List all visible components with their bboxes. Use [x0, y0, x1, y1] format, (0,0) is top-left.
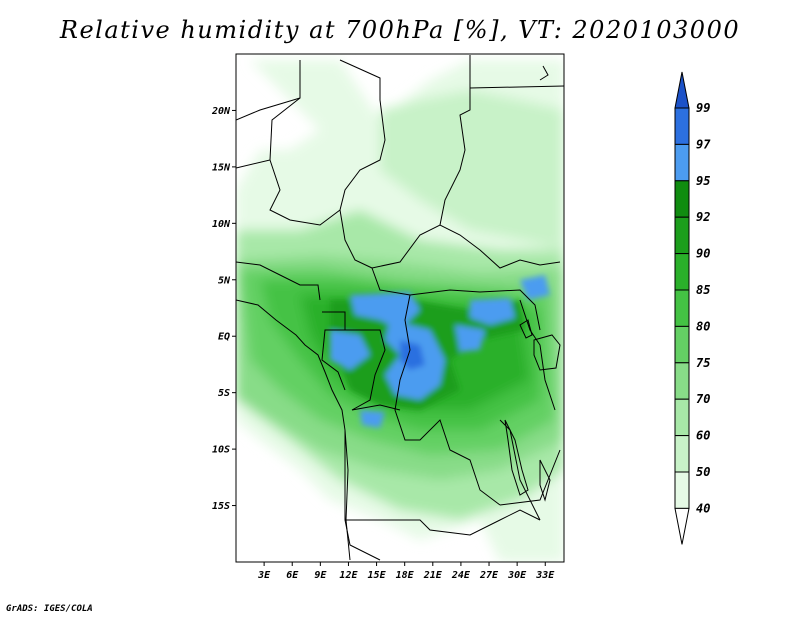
colorbar-label: 60 — [696, 429, 710, 443]
grads-credit: GrADS: IGES/COLA — [6, 604, 93, 614]
colorbar: 99 97 95 92 90 85 80 75 70 60 50 40 — [674, 71, 711, 545]
lon-tick-label: 24E — [451, 570, 471, 581]
coastlines-lakes — [236, 65, 561, 561]
lon-tick-label: 33E — [535, 570, 555, 581]
colorbar-label: 99 — [696, 101, 710, 115]
lon-tick-label: 6E — [286, 570, 299, 581]
lon-tick-label: 3E — [257, 570, 271, 581]
lat-tick-label: EQ — [218, 332, 230, 343]
lon-tick-label: 21E — [423, 570, 443, 581]
colorbar-box — [674, 435, 690, 473]
colorbar-label: 90 — [696, 247, 710, 261]
colorbar-label: 80 — [696, 319, 710, 333]
colorbar-box — [674, 471, 690, 509]
lon-tick-label: 15E — [368, 570, 387, 581]
colorbar-box — [674, 362, 690, 400]
colorbar-box — [674, 325, 690, 364]
colorbar-box — [674, 253, 690, 291]
colorbar-label: 95 — [696, 174, 710, 188]
lon-tick-label: 30E — [507, 570, 527, 581]
colorbar-label: 75 — [696, 356, 710, 370]
lat-tick-label: 15S — [212, 501, 230, 512]
colorbar-label: 97 — [696, 137, 711, 151]
lat-tick-label: 10S — [212, 445, 230, 456]
colorbar-box — [674, 398, 690, 437]
colorbar-box — [674, 216, 690, 255]
lat-tick-label: 5N — [218, 275, 231, 286]
lat-tick-label: 5S — [218, 388, 230, 399]
humidity-field — [236, 54, 564, 562]
lat-tick-label: 10N — [212, 219, 231, 230]
colorbar-box — [674, 289, 690, 327]
lon-tick-label: 27E — [479, 570, 499, 581]
colorbar-box — [674, 180, 690, 218]
colorbar-label: 40 — [696, 501, 710, 515]
map-frame — [235, 53, 565, 563]
lat-tick-label: 15N — [212, 162, 231, 173]
country-borders — [236, 55, 564, 561]
colorbar-box — [674, 143, 690, 182]
lon-tick-label: 9E — [314, 570, 327, 581]
colorbar-label: 70 — [696, 392, 710, 406]
lat-tick-label: 20N — [211, 106, 231, 117]
map-title: Relative humidity at 700hPa [%], VT: 202… — [59, 16, 741, 44]
colorbar-bottom-arrow — [674, 507, 690, 545]
longitude-axis: 3E 6E 9E 12E 15E 18E 21E 24E 27E 30E 33E — [257, 562, 555, 581]
colorbar-box — [674, 107, 690, 145]
colorbar-label: 50 — [696, 465, 710, 479]
colorbar-label: 85 — [696, 283, 710, 297]
colorbar-top-arrow — [674, 71, 690, 109]
latitude-axis: 20N 15N 10N 5N EQ 5S 10S 15S — [211, 106, 236, 512]
lon-tick-label: 18E — [396, 570, 415, 581]
colorbar-label: 92 — [696, 210, 710, 224]
lon-tick-label: 12E — [339, 570, 358, 581]
